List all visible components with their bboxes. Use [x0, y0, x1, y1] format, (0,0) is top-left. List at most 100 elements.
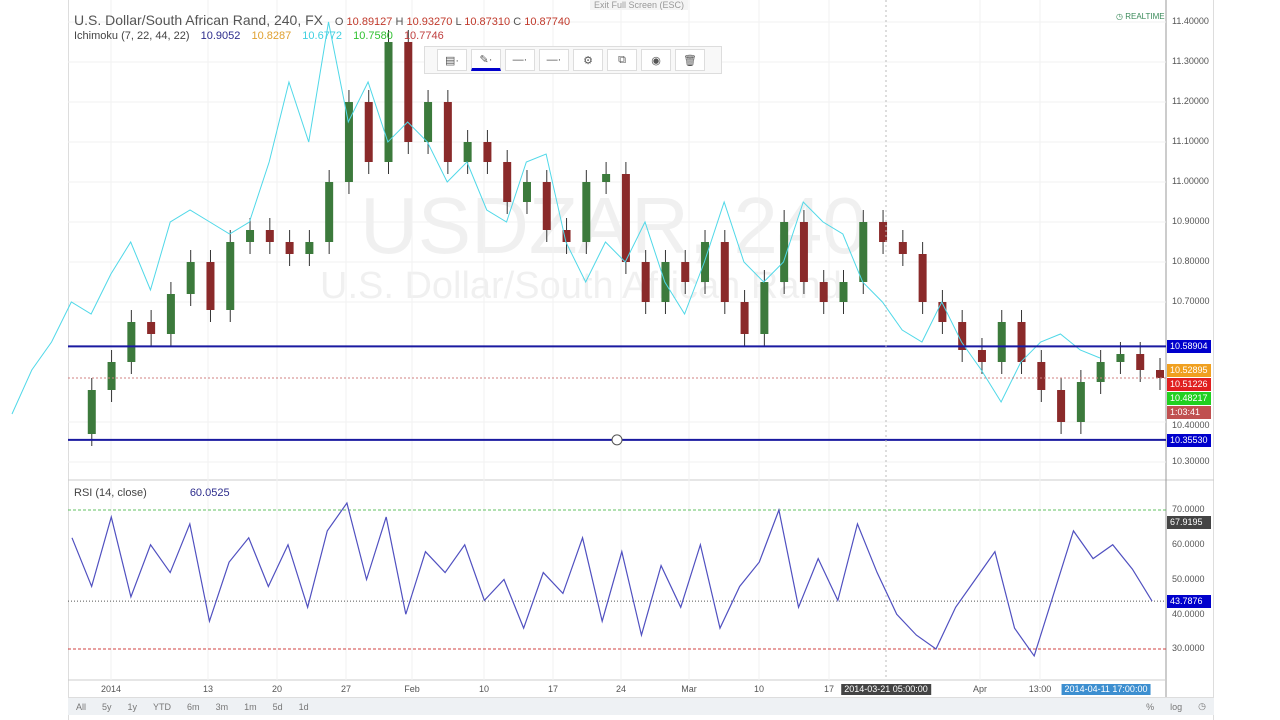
price-tag: 10.58904 — [1167, 340, 1211, 354]
pen-color-icon[interactable]: ✎· — [471, 49, 501, 71]
time-tick-label: 17 — [823, 684, 835, 694]
candle-body — [87, 390, 96, 434]
rsi-tick-label: 40.0000 — [1172, 609, 1205, 620]
candle-body — [424, 102, 433, 142]
gear-icon[interactable]: ⚙ — [573, 49, 603, 71]
candle-body — [562, 230, 571, 242]
candle-body — [344, 102, 353, 182]
candle-body — [107, 362, 116, 390]
candle-body — [938, 302, 947, 322]
range-1y[interactable]: 1y — [127, 701, 138, 712]
time-tick-label: 13:00 — [1028, 684, 1052, 694]
indicator-value: 10.8287 — [251, 30, 292, 42]
drawing-toolbar: ▤· ✎· —· —· ⚙ ⧉ ◉ 🗑 — [424, 46, 722, 74]
indicator-name: Ichimoku (7, 22, 44, 22) — [74, 30, 190, 42]
exit-fullscreen-button[interactable]: Exit Full Screen (ESC) — [590, 0, 689, 10]
candle-body — [1076, 382, 1085, 422]
price-tick-label: 11.00000 — [1172, 176, 1209, 186]
rsi-tick-label: 30.0000 — [1172, 643, 1205, 653]
time-tick-label: 20 — [271, 684, 283, 694]
rsi-legend[interactable]: RSI (14, close) 60.0525 — [74, 487, 230, 499]
candle-body — [127, 322, 136, 362]
candle-body — [958, 322, 967, 350]
range-all[interactable]: All — [76, 701, 87, 712]
price-tick-label: 10.90000 — [1172, 216, 1210, 226]
indicator-value: 10.6772 — [302, 30, 343, 42]
rsi-last-tag: 43.7876 — [1167, 595, 1211, 609]
line-style-icon[interactable]: —· — [505, 49, 535, 71]
candle-body — [364, 102, 373, 162]
last-time-label: 2014-04-11 17:00:00 — [1061, 684, 1151, 695]
range-5y[interactable]: 5y — [102, 701, 112, 712]
price-tag: 10.51226 — [1167, 378, 1211, 392]
candle-body — [1037, 362, 1046, 390]
price-tick-label: 10.30000 — [1172, 456, 1210, 466]
candle-body — [760, 282, 769, 334]
range-3m[interactable]: 3m — [215, 701, 229, 712]
candle-body — [166, 294, 175, 334]
candle-body — [1096, 362, 1105, 382]
price-tag: 10.52895 — [1167, 364, 1211, 378]
range-1d[interactable]: 1d — [298, 701, 309, 712]
candle-body — [1017, 322, 1026, 362]
lagging-span-line — [11, 21, 1101, 415]
time-tick-label: 27 — [340, 684, 352, 694]
candle-body — [799, 222, 808, 282]
crosshair-time-label: 2014-03-21 05:00:00 — [841, 684, 931, 695]
candle-body — [879, 222, 888, 242]
line-handle — [611, 434, 623, 446]
candle-body — [661, 262, 670, 302]
clone-icon[interactable]: ⧉ — [607, 49, 637, 71]
price-tick-label: 11.10000 — [1172, 136, 1209, 146]
candle-body — [483, 142, 492, 162]
trash-icon[interactable]: 🗑 — [675, 49, 705, 71]
symbol-title: U.S. Dollar/South African Rand, 240, FX — [74, 12, 324, 28]
template-icon[interactable]: ▤· — [437, 49, 467, 71]
range-ytd[interactable]: YTD — [153, 701, 172, 712]
rsi-tick-label: 50.0000 — [1172, 573, 1205, 584]
price-tick-label: 11.30000 — [1172, 56, 1209, 66]
range-6m[interactable]: 6m — [187, 701, 200, 712]
candle-body — [503, 162, 512, 202]
candle-body — [681, 262, 690, 282]
candle-body — [305, 242, 314, 254]
price-tick-label: 10.70000 — [1172, 296, 1210, 306]
indicator-value: 10.9052 — [200, 30, 241, 42]
chart-frame — [68, 0, 1214, 720]
time-tick-label: 10 — [478, 684, 490, 694]
time-tick-label: 10 — [753, 684, 765, 694]
candle-body — [997, 322, 1006, 362]
rsi-line — [71, 501, 1153, 658]
candle-body — [285, 242, 294, 254]
candle-body — [977, 350, 986, 362]
candle-body — [839, 282, 848, 302]
candle-body — [701, 242, 710, 282]
candle-body — [898, 242, 907, 254]
eye-icon[interactable]: ◉ — [641, 49, 671, 71]
candle-body — [582, 182, 591, 242]
time-tick-label: Mar — [681, 684, 697, 694]
candle-body — [463, 142, 472, 162]
candle-body — [819, 282, 828, 302]
candle-body — [1136, 354, 1145, 370]
candle-body — [206, 262, 215, 310]
clock-icon[interactable]: ◷ — [1198, 701, 1206, 711]
log-toggle[interactable]: log — [1170, 701, 1183, 712]
range-1m[interactable]: 1m — [244, 701, 257, 712]
candle-body — [641, 262, 650, 302]
ichimoku-legend[interactable]: Ichimoku (7, 22, 44, 22) 10.9052 10.8287… — [74, 30, 452, 43]
percent-toggle[interactable]: % — [1146, 701, 1155, 712]
time-tick-label: 13 — [202, 684, 214, 694]
candle-body — [740, 302, 749, 334]
price-tick-label: 11.40000 — [1172, 16, 1209, 26]
candle-body — [522, 182, 531, 202]
candle-body — [246, 230, 255, 242]
range-5d[interactable]: 5d — [272, 701, 283, 712]
candle-body — [443, 102, 452, 162]
price-tag: 10.48217 — [1167, 392, 1211, 406]
chart-title: U.S. Dollar/South African Rand, 240, FX … — [74, 12, 570, 30]
rsi-tick-label: 70.0000 — [1172, 504, 1205, 514]
line-width-icon[interactable]: —· — [539, 49, 569, 71]
candle-body — [780, 222, 789, 282]
